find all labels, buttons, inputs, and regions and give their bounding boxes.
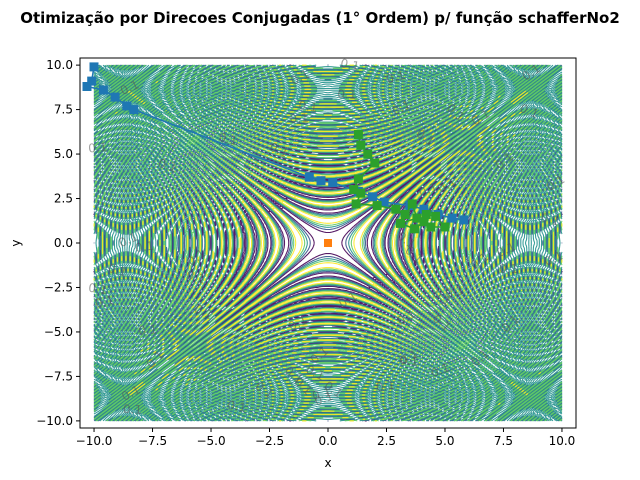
y-tick-label: −7.5 (44, 369, 73, 383)
x-tick-label: 5.0 (435, 434, 454, 448)
y-axis: −10.0 −7.5 −5.0 −2.5 0.0 2.5 5.0 7.5 10.0 (36, 58, 80, 428)
x-axis: −10.0 −7.5 −5.0 −2.5 0.0 2.5 5.0 7.5 10.0 (76, 428, 576, 448)
series-2-point (421, 210, 431, 219)
x-tick-label: −2.5 (255, 434, 284, 448)
series-2-point (410, 224, 420, 234)
y-tick-label: −10.0 (36, 414, 73, 428)
series-1-point (110, 92, 120, 102)
series-1-point (82, 82, 92, 91)
series-1-point (447, 213, 457, 223)
contour-label: 0.1 (417, 180, 440, 200)
series-2-point (431, 211, 441, 221)
y-axis-label: y (9, 239, 23, 246)
series-2-point (396, 218, 405, 228)
y-tick-label: −5.0 (44, 325, 73, 339)
series-2-point (391, 204, 401, 214)
series-2-point (356, 188, 366, 198)
series-2-point (363, 149, 373, 159)
x-tick-label: 10.0 (549, 434, 576, 448)
y-tick-label: 0.0 (54, 236, 73, 250)
optimum-point (324, 239, 332, 247)
series-2-point (426, 222, 436, 232)
series-2-point (356, 140, 366, 150)
contour-label: 0.1 (185, 268, 207, 287)
series-2-point (407, 199, 417, 209)
contour-label: 0.1 (94, 293, 116, 311)
y-tick-label: 10.0 (46, 58, 73, 72)
series-2-point (372, 201, 382, 211)
series-2-point (440, 222, 450, 232)
chart-title: Otimização por Direcoes Conjugadas (1° O… (20, 9, 620, 27)
contour-label: 0.1 (384, 68, 406, 87)
contour-label: 0.1 (123, 402, 143, 417)
contour-label: 0.1 (444, 283, 466, 301)
series-2-point (370, 158, 380, 168)
series-1-point (316, 176, 326, 186)
x-tick-label: −5.0 (196, 434, 225, 448)
contour-label: 0.1 (289, 111, 309, 126)
plot-area: 0.10.10.10.10.10.10.10.10.10.10.1 0.10.10… (79, 56, 577, 429)
contour-label: 0.1 (399, 353, 419, 369)
y-tick-label: 5.0 (54, 147, 73, 161)
x-axis-label: x (324, 456, 331, 470)
contour-label: 0.1 (87, 281, 108, 298)
series-2-point (419, 217, 429, 227)
y-tick-label: −2.5 (44, 280, 73, 294)
series-1-point (379, 197, 389, 207)
x-tick-label: 7.5 (494, 434, 513, 448)
contour-label: 0.1 (312, 389, 335, 409)
series-1-point (89, 62, 99, 72)
contour-label: 0.1 (337, 87, 357, 102)
contour-label: 0.1 (429, 360, 452, 380)
series-1-point (304, 172, 314, 182)
path-series-layer (82, 62, 469, 247)
series-1-point (459, 215, 469, 225)
contour-label: 0.1 (375, 378, 396, 395)
contour-label: 0.1 (156, 156, 178, 175)
series-1-point (368, 192, 377, 202)
series-1-point (98, 85, 108, 95)
series-2-point (353, 174, 363, 184)
contour-level-line (93, 64, 563, 422)
x-tick-label: −10.0 (76, 434, 113, 448)
contour-label: 0.1 (539, 211, 561, 229)
contour-label: 0.1 (106, 261, 128, 280)
y-tick-label: 7.5 (54, 103, 73, 117)
series-1-point (328, 178, 338, 187)
x-tick-label: 2.5 (377, 434, 396, 448)
series-1-point (87, 76, 97, 86)
y-tick-label: 2.5 (54, 192, 73, 206)
contour-label: 0.1 (339, 56, 361, 74)
series-1-point (122, 101, 132, 111)
x-tick-label: 0.0 (318, 434, 337, 448)
contour-label: 0.1 (518, 101, 541, 121)
series-2-point (349, 185, 359, 195)
series-2-point (400, 210, 410, 219)
series-2-point (353, 130, 363, 139)
contour-label: 0.1 (311, 385, 333, 403)
series-2-point (351, 199, 361, 209)
contour-label: 0.1 (226, 398, 247, 415)
contour-label: 0.1 (138, 322, 158, 338)
series-2-point (412, 213, 422, 223)
contour-label: 0.1 (134, 239, 155, 256)
contour-label: 0.1 (298, 98, 319, 115)
series-1-point (419, 204, 429, 214)
x-tick-label: −7.5 (138, 434, 167, 448)
contour-label: 0.1 (499, 262, 518, 276)
series-1-point (129, 105, 139, 115)
contour-label: 0.1 (88, 140, 108, 155)
contour-field (93, 64, 563, 422)
